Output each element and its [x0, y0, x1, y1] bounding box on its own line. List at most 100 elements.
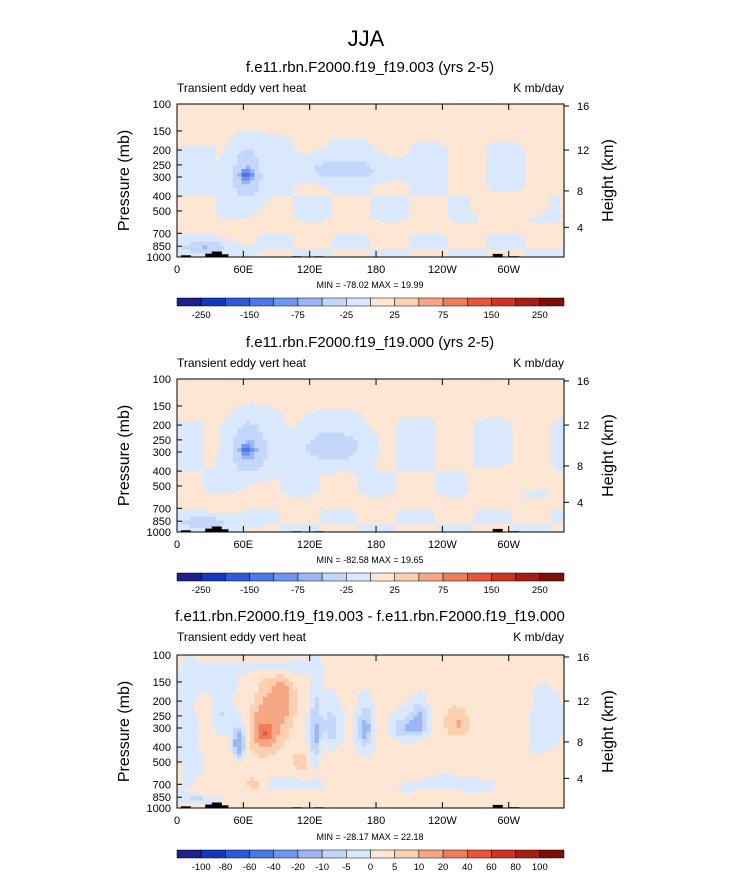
heatmap-cell [288, 203, 294, 208]
heatmap-cell [232, 379, 238, 384]
heatmap-cell [241, 226, 247, 231]
heatmap-cell [228, 230, 234, 235]
heatmap-cell [516, 157, 522, 162]
heatmap-cell [430, 398, 436, 403]
heatmap-cell [452, 203, 458, 208]
heatmap-cell [370, 169, 376, 174]
heatmap-cell [207, 104, 212, 109]
heatmap-cell [542, 413, 548, 418]
heatmap-cell [538, 405, 544, 411]
heatmap-cell [241, 104, 247, 109]
heatmap-cell [525, 405, 531, 411]
heatmap-cell [555, 203, 561, 208]
heatmap-cell [284, 398, 290, 403]
heatmap-cell [207, 188, 212, 193]
heatmap-cell [413, 176, 419, 182]
heatmap-cell [542, 405, 548, 411]
heatmap-cell [551, 409, 556, 415]
heatmap-cell [357, 249, 363, 254]
heatmap-cell [512, 253, 518, 258]
heatmap-cell [460, 398, 466, 403]
heatmap-cell [361, 130, 367, 136]
heatmap-cell [267, 119, 273, 124]
heatmap-cell [473, 195, 479, 201]
heatmap-cell [288, 413, 294, 418]
heatmap-cell [551, 230, 556, 235]
heatmap-cell [353, 115, 359, 120]
heatmap-cell [280, 134, 286, 140]
heatmap-cell [254, 188, 260, 193]
heatmap-cell [413, 153, 419, 159]
heatmap-cell [478, 421, 483, 426]
heatmap-cell [469, 172, 475, 178]
heatmap-cell [232, 203, 238, 208]
heatmap-cell [456, 169, 462, 174]
heatmap-cell [469, 234, 475, 239]
heatmap-cell [426, 421, 432, 426]
heatmap-cell [439, 226, 445, 231]
heatmap-cell [392, 241, 397, 247]
heatmap-cell [271, 111, 277, 117]
heatmap-cell [344, 123, 350, 128]
heatmap-cell [370, 203, 376, 208]
heatmap-cell [211, 203, 217, 208]
heatmap-cell [232, 184, 238, 189]
heatmap-cell [538, 428, 544, 434]
heatmap-cell [194, 382, 200, 388]
heatmap-cell [361, 222, 367, 227]
heatmap-cell [490, 199, 496, 205]
heatmap-cell [447, 130, 453, 136]
heatmap-cell [207, 195, 212, 201]
heatmap-cell [297, 218, 303, 224]
heatmap-cell [293, 222, 298, 227]
heatmap-cell [297, 123, 303, 128]
heatmap-cell [443, 394, 449, 399]
heatmap-cell [344, 115, 350, 120]
heatmap-cell [353, 165, 359, 170]
heatmap-cell [207, 394, 212, 399]
heatmap-cell [447, 421, 453, 426]
heatmap-cell [232, 149, 238, 155]
heatmap-cell [306, 157, 311, 162]
heatmap-cell [366, 165, 372, 170]
heatmap-cell [413, 203, 419, 208]
heatmap-cell [551, 119, 556, 124]
heatmap-cell [555, 161, 561, 166]
heatmap-cell [349, 222, 354, 227]
heatmap-cell [447, 428, 453, 434]
heatmap-cell [267, 218, 273, 224]
heatmap-cell [344, 413, 350, 418]
heatmap-cell [181, 432, 187, 437]
heatmap-cell [499, 126, 505, 132]
heatmap-cell [349, 237, 354, 243]
heatmap-cell [357, 394, 363, 399]
heatmap-cell [478, 245, 483, 250]
heatmap-cell [508, 230, 513, 235]
heatmap-cell [293, 211, 298, 216]
heatmap-cell [404, 405, 410, 411]
heatmap-cell [366, 153, 372, 159]
heatmap-cell [521, 149, 526, 155]
heatmap-cell [241, 218, 247, 224]
heatmap-cell [306, 249, 311, 254]
heatmap-cell [443, 226, 449, 231]
heatmap-cell [237, 245, 243, 250]
heatmap-cell [486, 184, 492, 189]
heatmap-cell [349, 107, 354, 113]
heatmap-cell [361, 161, 367, 166]
heatmap-cell [263, 211, 268, 216]
heatmap-cell [404, 165, 410, 170]
heatmap-cell [297, 199, 303, 205]
heatmap-cell [538, 130, 544, 136]
heatmap-cell [293, 119, 298, 124]
heatmap-cell [551, 146, 556, 151]
heatmap-cell [555, 115, 561, 120]
heatmap-cell [521, 138, 526, 143]
heatmap-cell [293, 123, 298, 128]
heatmap-cell [516, 180, 522, 185]
heatmap-cell [340, 188, 346, 193]
heatmap-cell [529, 176, 535, 182]
heatmap-cell [503, 226, 509, 231]
heatmap-cell [263, 161, 268, 166]
heatmap-cell [387, 230, 393, 235]
